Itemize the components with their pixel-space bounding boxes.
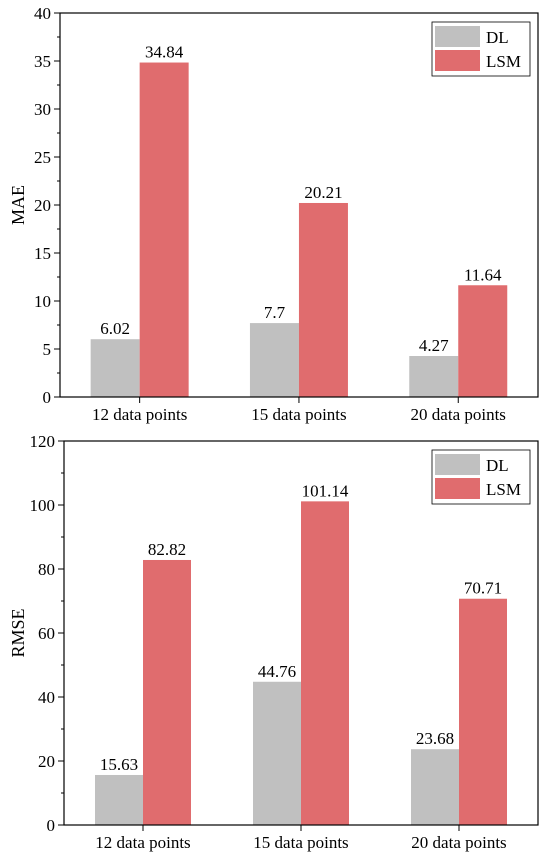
legend-swatch-lsm	[435, 50, 480, 71]
y-tick-label-4: 80	[38, 560, 55, 579]
mae-chart-panel: 6.02 34.84 12 data points 7.7 20.21 15 data p…	[8, 4, 539, 424]
legend-label-lsm: LSM	[486, 480, 521, 499]
legend-label-dl: DL	[486, 28, 509, 47]
x-tick-label-1: 12 data points	[95, 833, 190, 852]
bar-dl-2	[249, 323, 299, 397]
y-tick-label-0: 0	[47, 816, 56, 835]
y-tick-label-1: 5	[43, 340, 52, 359]
bar-lsm-3	[459, 598, 507, 825]
plot-frame	[63, 440, 539, 826]
x-tick-label-3: 20 data points	[411, 405, 506, 424]
legend-swatch-lsm	[435, 478, 480, 499]
y-tick-label-2: 40	[38, 688, 55, 707]
y-tick-label-4: 20	[34, 196, 51, 215]
bar-dl-2	[253, 681, 301, 825]
y-axis-title: MAE	[8, 185, 28, 225]
bar-dl-1	[90, 339, 140, 397]
data-label-lsm-1: 34.84	[145, 43, 184, 62]
bar-dl-3	[409, 356, 459, 397]
bar-lsm-1	[139, 62, 189, 397]
y-tick-label-5: 100	[30, 496, 56, 515]
data-label-dl-1: 6.02	[100, 319, 130, 338]
x-tick-label-3: 20 data points	[411, 833, 506, 852]
y-tick-label-2: 10	[34, 292, 51, 311]
data-label-dl-3: 4.27	[419, 336, 449, 355]
plot-frame	[59, 12, 539, 398]
y-tick-label-3: 60	[38, 624, 55, 643]
data-label-lsm-2: 20.21	[304, 183, 342, 202]
rmse-chart-panel: 15.63 82.82 12 data points 44.76 101.14 15 da…	[8, 432, 539, 852]
data-label-dl-1: 15.63	[100, 755, 138, 774]
data-label-lsm-3: 11.64	[464, 265, 502, 284]
legend-label-lsm: LSM	[486, 52, 521, 71]
y-tick-label-7: 35	[34, 52, 51, 71]
y-tick-label-5: 25	[34, 148, 51, 167]
bar-dl-3	[411, 749, 459, 825]
bar-lsm-1	[143, 559, 191, 825]
legend: DL LSM	[431, 21, 531, 77]
y-tick-label-1: 20	[38, 752, 55, 771]
bar-lsm-3	[458, 285, 508, 397]
legend-label-dl: DL	[486, 456, 509, 475]
data-label-dl-2: 44.76	[258, 662, 296, 681]
y-tick-label-6: 120	[30, 432, 56, 451]
data-label-lsm-3: 70.71	[464, 579, 502, 598]
y-tick-label-0: 0	[43, 388, 52, 407]
bar-dl-1	[95, 774, 143, 825]
y-axis-title: RMSE	[8, 608, 28, 657]
data-label-lsm-1: 82.82	[148, 540, 186, 559]
legend: DL LSM	[431, 449, 531, 505]
data-label-lsm-2: 101.14	[302, 481, 349, 500]
bar-lsm-2	[298, 202, 348, 397]
legend-swatch-dl	[435, 26, 480, 47]
data-label-dl-3: 23.68	[416, 729, 454, 748]
x-tick-label-2: 15 data points	[251, 405, 346, 424]
data-label-dl-2: 7.7	[264, 303, 286, 322]
y-tick-label-8: 40	[34, 4, 51, 23]
bar-lsm-2	[301, 501, 349, 825]
x-tick-label-2: 15 data points	[253, 833, 348, 852]
legend-swatch-dl	[435, 454, 480, 475]
y-tick-label-6: 30	[34, 100, 51, 119]
x-tick-label-1: 12 data points	[92, 405, 187, 424]
y-tick-label-3: 15	[34, 244, 51, 263]
